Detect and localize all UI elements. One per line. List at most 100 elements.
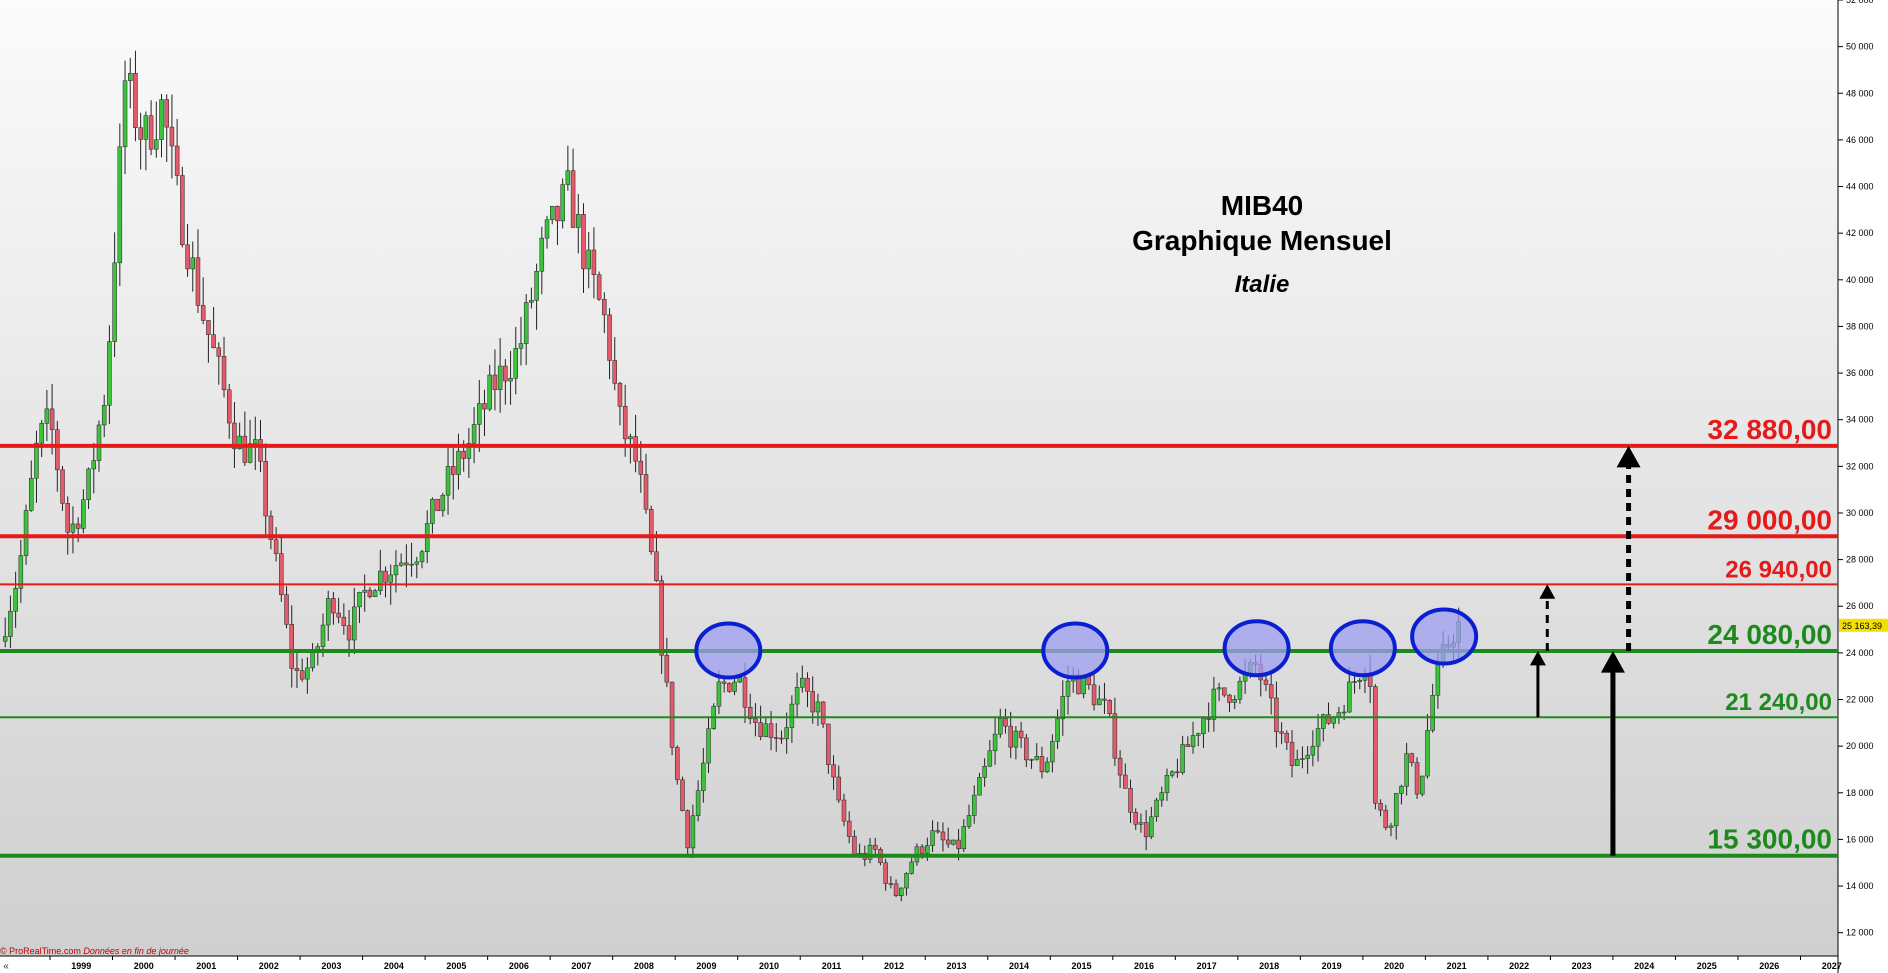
candle-body <box>86 468 91 500</box>
candle-body <box>1003 718 1008 727</box>
y-tick-label: 48 000 <box>1846 88 1874 98</box>
candle-body <box>1201 718 1206 734</box>
candle-body <box>1211 688 1217 720</box>
candle-body <box>273 539 279 554</box>
candle-body <box>325 598 331 626</box>
candle-body <box>450 466 456 475</box>
candle-body <box>216 347 222 357</box>
level-label: 32 880,00 <box>1707 414 1832 445</box>
candle-body <box>1414 762 1420 795</box>
candle-body <box>758 722 763 737</box>
candle-body <box>1180 744 1185 773</box>
candle-body <box>633 436 638 462</box>
candle-body <box>1013 730 1019 748</box>
candle-body <box>1117 757 1123 776</box>
candle-body <box>779 737 784 740</box>
candle-body <box>977 777 982 796</box>
x-tick-label: 2019 <box>1322 961 1342 971</box>
candle-body <box>1232 699 1237 703</box>
candle-body <box>695 790 701 817</box>
scroll-left-button[interactable]: « <box>3 961 9 972</box>
candle-body <box>998 718 1003 735</box>
candle-body <box>602 299 607 316</box>
x-tick-label: 2025 <box>1697 961 1717 971</box>
candle-body <box>1190 735 1196 747</box>
x-tick-label: 2009 <box>696 961 716 971</box>
projection-arrow-head <box>1600 651 1625 673</box>
candle-body <box>576 214 581 228</box>
candle-body <box>1430 694 1435 731</box>
y-tick-label: 46 000 <box>1846 135 1874 145</box>
candle-body <box>1279 731 1284 734</box>
candle-body <box>1065 680 1071 697</box>
candle-body <box>388 574 393 583</box>
x-tick-label: 2023 <box>1572 961 1592 971</box>
candle-body <box>122 80 128 148</box>
candle-body <box>1321 714 1326 729</box>
resistance-circle <box>1410 607 1479 666</box>
candle-body <box>206 320 211 335</box>
candle-body <box>1102 698 1107 701</box>
candle-body <box>680 779 685 811</box>
candle-body <box>1018 730 1024 739</box>
x-tick-label: 2014 <box>1009 961 1029 971</box>
candle-body <box>164 99 169 128</box>
y-tick-label: 44 000 <box>1846 182 1874 192</box>
candle-body <box>13 588 18 612</box>
candle-body <box>971 794 977 816</box>
candle-body <box>909 861 914 874</box>
candle-body <box>810 691 815 713</box>
y-tick-label: 52 000 <box>1846 0 1874 5</box>
x-tick-label: 2010 <box>759 961 779 971</box>
candle-body <box>1206 718 1211 720</box>
candle-body <box>34 442 39 479</box>
candle-body <box>1352 681 1357 683</box>
candle-body <box>305 667 310 680</box>
candle-body <box>331 598 336 614</box>
candle-body <box>581 214 586 270</box>
candle-body <box>445 466 451 496</box>
candle-body <box>1123 774 1128 789</box>
candle-body <box>185 244 190 270</box>
candle-body <box>1347 681 1352 713</box>
candle-body <box>820 701 826 725</box>
candle-body <box>872 844 878 850</box>
candle-body <box>1289 741 1295 766</box>
candle-body <box>492 374 498 391</box>
candle-body <box>487 374 492 410</box>
candle-body <box>1315 728 1321 747</box>
candle-body <box>800 677 805 688</box>
candle-body <box>346 625 352 641</box>
candle-body <box>1133 812 1138 825</box>
candle-body <box>956 839 961 850</box>
candle-body <box>284 594 289 625</box>
candle-body <box>1050 741 1055 763</box>
candle-body <box>294 668 300 671</box>
candle-body <box>1393 793 1399 827</box>
candle-body <box>117 146 123 264</box>
resistance-circle <box>1041 621 1110 680</box>
projection-arrow-head <box>1529 651 1546 666</box>
candle-body <box>852 836 857 855</box>
x-tick-label: 2026 <box>1759 961 1779 971</box>
candle-body <box>1237 680 1243 700</box>
candle-body <box>440 494 446 512</box>
candle-body <box>143 115 149 140</box>
candle-body <box>1044 761 1050 773</box>
candle-body <box>966 815 972 827</box>
candle-body <box>1128 788 1133 813</box>
candle-body <box>357 592 362 608</box>
candle-body <box>289 624 294 669</box>
candle-body <box>836 776 842 801</box>
candle-body <box>1227 694 1232 703</box>
candle-body <box>372 590 378 597</box>
candle-body <box>763 723 769 737</box>
candle-body <box>383 570 388 583</box>
candle-body <box>414 561 420 565</box>
x-tick-label: 2015 <box>1072 961 1092 971</box>
candle-body <box>60 469 65 504</box>
candle-body <box>794 687 800 705</box>
x-tick-label: 2024 <box>1634 961 1654 971</box>
candle-body <box>430 498 435 524</box>
resistance-circles <box>694 607 1479 680</box>
